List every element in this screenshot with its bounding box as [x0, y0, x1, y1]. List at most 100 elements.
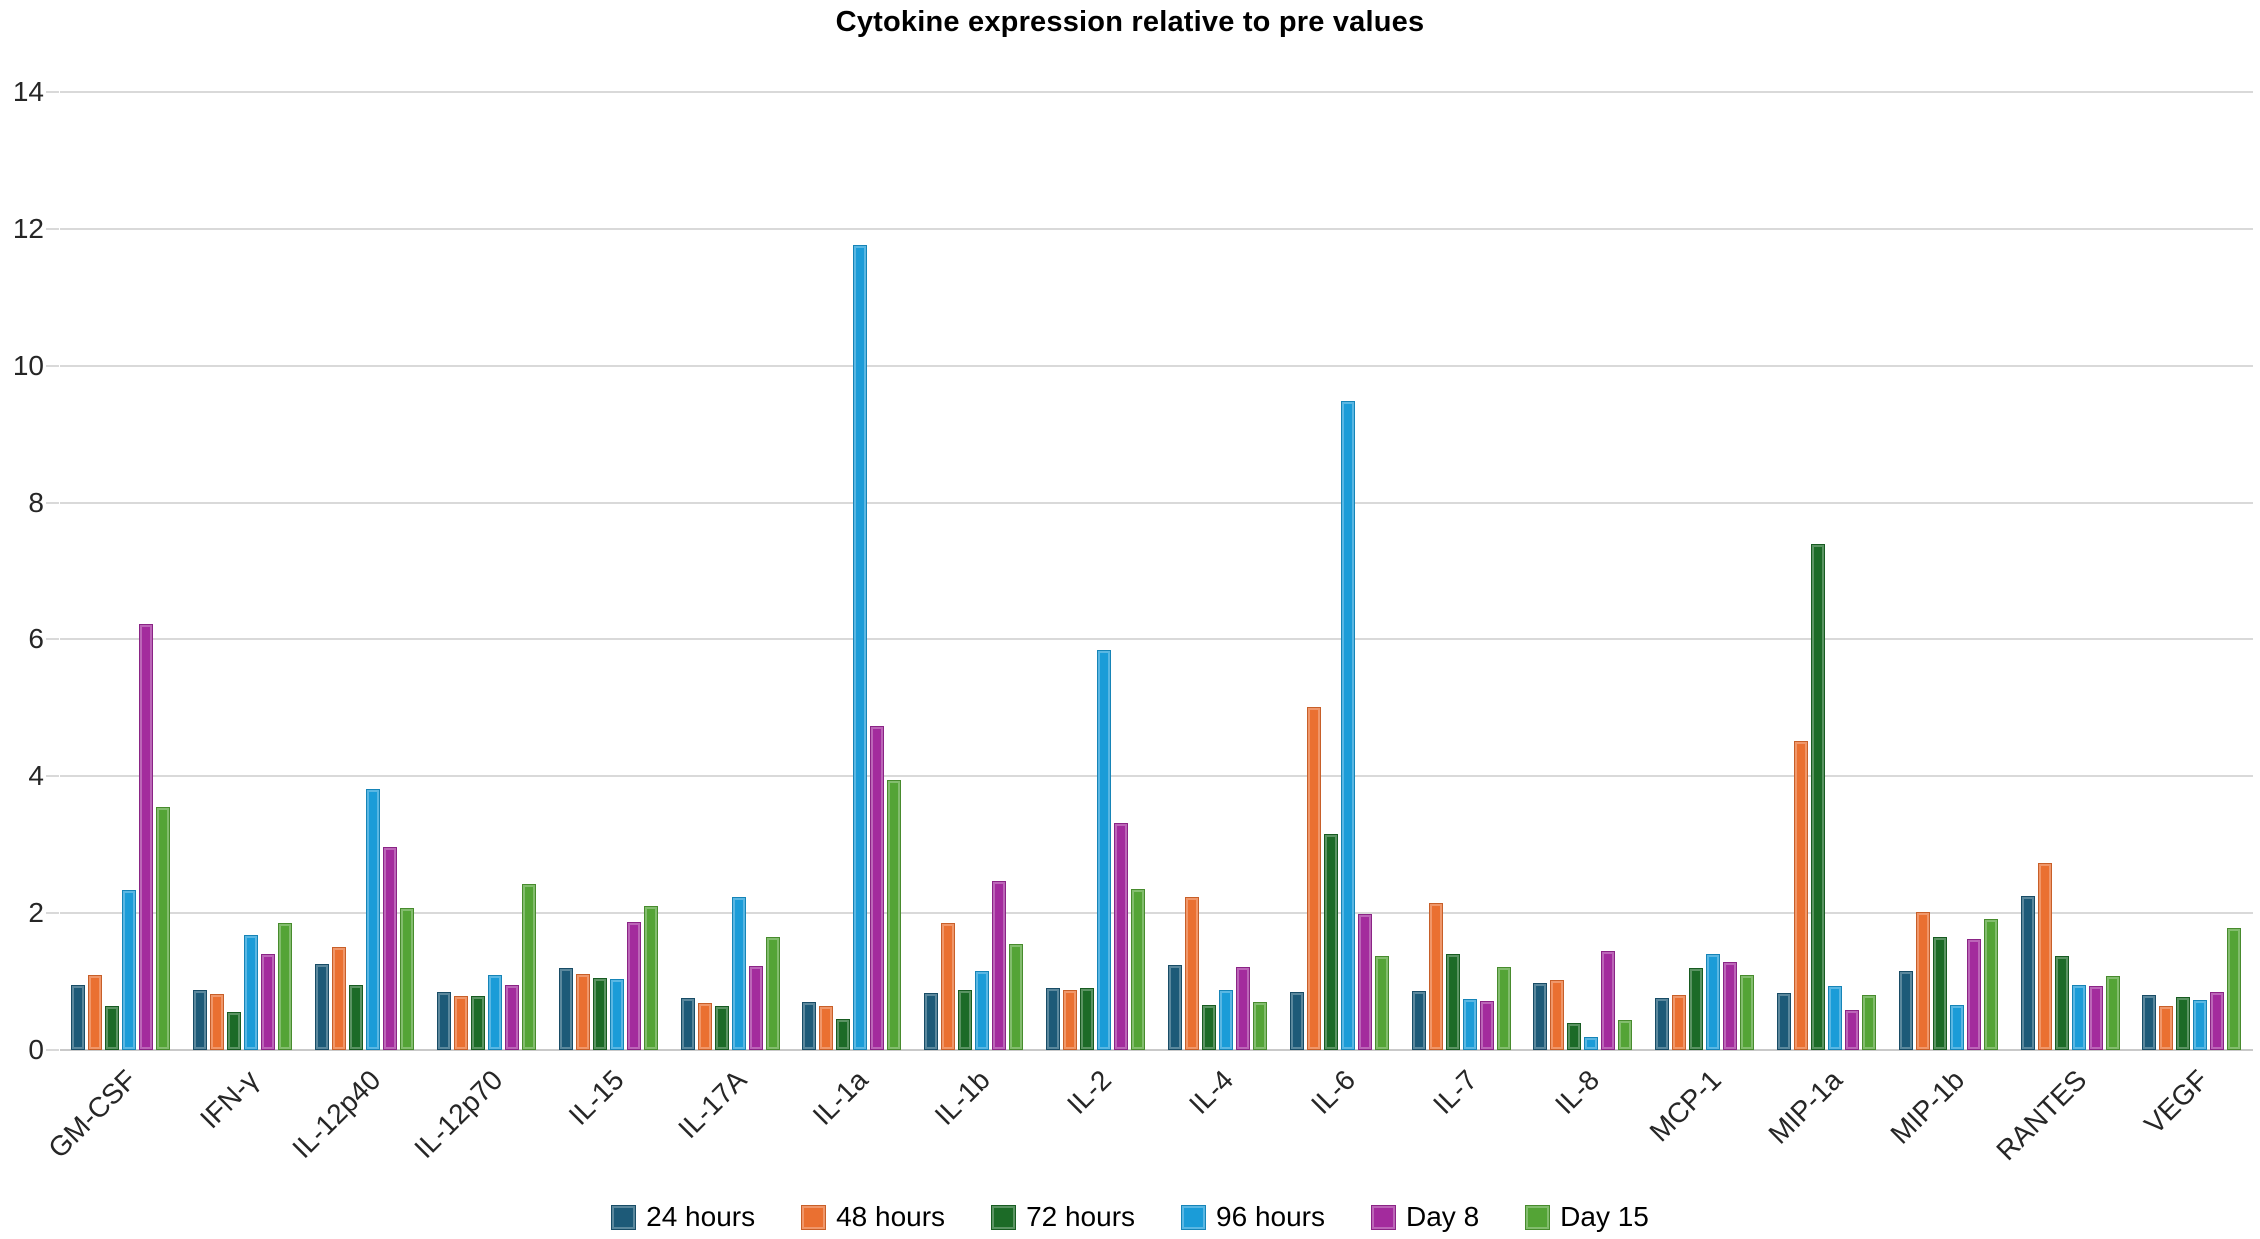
bar-IL-1b-24-hours — [924, 992, 939, 1050]
bar-IL-1b-Day-8 — [992, 880, 1007, 1050]
legend-item-48-hours: 48 hours — [801, 1201, 945, 1233]
x-axis-label-MIP-1a: MIP-1a — [1762, 1064, 1849, 1150]
x-axis-label-RANTES: RANTES — [1989, 1064, 2093, 1167]
bar-group-IL-7: IL-7 — [1400, 92, 1522, 1120]
bar-RANTES-24-hours — [2020, 896, 2035, 1050]
bar-IL-6-72-hours — [1323, 834, 1338, 1050]
bar-IL-6-96-hours — [1340, 400, 1355, 1050]
bar-IL-2-Day-8 — [1114, 822, 1129, 1050]
bar-MIP-1a-24-hours — [1777, 992, 1791, 1050]
legend-label: Day 8 — [1406, 1201, 1480, 1232]
legend: 24 hours 48 hours 72 hours 96 hours Day 8 Day… — [0, 1201, 2260, 1233]
y-axis-label-6: 6 — [28, 623, 44, 655]
bar-IL-17A-48-hours — [697, 1002, 712, 1050]
x-axis-label-IL-8: IL-8 — [1548, 1064, 1605, 1121]
bar-IL-7-96-hours — [1462, 999, 1477, 1050]
x-axis-label-IL-1b: IL-1b — [928, 1064, 996, 1132]
x-axis-label-IL-1a: IL-1a — [806, 1064, 874, 1132]
bar-MIP-1b-96-hours — [1949, 1004, 1964, 1050]
bar-IL-12p40-96-hours — [366, 789, 381, 1050]
gridline-4 — [60, 775, 2253, 778]
bar-MCP-1-Day-8 — [1723, 962, 1738, 1050]
bar-GM-CSF-24-hours — [71, 985, 86, 1050]
bar-IL-4-Day-8 — [1235, 966, 1250, 1050]
legend-swatch-icon — [1371, 1204, 1396, 1230]
x-axis-label-VEGF: VEGF — [2138, 1064, 2214, 1140]
bar-IL-2-96-hours — [1097, 650, 1112, 1050]
x-axis-label-IL-2: IL-2 — [1061, 1064, 1118, 1121]
bar-group-IL-17A: IL-17A — [669, 92, 791, 1144]
bar-groups: GM-CSF IFN-γ IL-12p40 IL-12p70 IL-15 IL-17A IL… — [43, 92, 2253, 1166]
bar-MIP-1a-Day-15 — [1862, 995, 1876, 1050]
legend-item-96-hours: 96 hours — [1181, 1201, 1325, 1233]
x-axis-label-MIP-1b: MIP-1b — [1884, 1064, 1971, 1150]
legend-label: Day 15 — [1560, 1201, 1649, 1232]
bar-RANTES-96-hours — [2071, 985, 2086, 1050]
bar-GM-CSF-72-hours — [105, 1005, 120, 1050]
bar-group-IL-4: IL-4 — [1156, 92, 1278, 1120]
bar-IL-2-24-hours — [1046, 988, 1061, 1050]
bar-MCP-1-96-hours — [1706, 953, 1721, 1050]
bar-IL-7-Day-15 — [1496, 967, 1511, 1050]
bar-group-IL-15: IL-15 — [547, 92, 669, 1131]
bar-IL-12p70-72-hours — [470, 995, 485, 1050]
bar-MIP-1a-72-hours — [1811, 543, 1825, 1050]
bar-IL-1b-48-hours — [941, 922, 956, 1050]
bar-IL-12p70-Day-8 — [504, 985, 519, 1050]
bar-MIP-1a-Day-8 — [1845, 1010, 1859, 1050]
bar-group-MCP-1: MCP-1 — [1643, 92, 1766, 1148]
x-axis-label-MCP-1: MCP-1 — [1643, 1064, 1727, 1148]
x-axis-label-IL-15: IL-15 — [563, 1064, 631, 1132]
legend-label: 96 hours — [1216, 1201, 1325, 1232]
bar-IL-8-96-hours — [1584, 1037, 1599, 1050]
gridline-0 — [60, 1049, 2253, 1051]
bar-IL-1b-96-hours — [975, 971, 990, 1050]
bar-IL-1a-96-hours — [853, 245, 868, 1050]
bar-IL-2-48-hours — [1063, 989, 1078, 1050]
bar-IL-15-48-hours — [575, 974, 590, 1050]
bar-group-IL-1b: IL-1b — [913, 92, 1035, 1131]
bar-group-IFN-γ: IFN-γ — [182, 92, 304, 1134]
bar-IL-17A-96-hours — [731, 896, 746, 1050]
bar-MCP-1-72-hours — [1689, 967, 1704, 1050]
gridline-14 — [60, 91, 2253, 93]
bar-IL-12p40-48-hours — [332, 947, 347, 1050]
bar-RANTES-Day-8 — [2088, 986, 2103, 1050]
bar-GM-CSF-Day-8 — [139, 624, 154, 1050]
bar-IL-8-Day-8 — [1601, 950, 1616, 1050]
bar-MCP-1-24-hours — [1655, 998, 1670, 1050]
bar-MIP-1a-48-hours — [1794, 740, 1808, 1050]
chart-title: Cytokine expression relative to pre valu… — [835, 6, 1425, 38]
bar-IL-17A-Day-15 — [765, 937, 780, 1050]
y-tick-mark-14 — [46, 91, 59, 93]
y-axis-label-14: 14 — [12, 76, 44, 107]
legend-swatch-icon — [801, 1204, 827, 1230]
bar-VEGF-96-hours — [2193, 1000, 2208, 1050]
x-axis-label-IFN-γ: IFN-γ — [194, 1064, 265, 1135]
legend-item-72-hours: 72 hours — [991, 1201, 1135, 1233]
bar-VEGF-48-hours — [2159, 1005, 2174, 1050]
bar-IL-4-72-hours — [1201, 1004, 1216, 1050]
bar-IL-4-Day-15 — [1252, 1002, 1267, 1050]
bar-group-IL-6: IL-6 — [1278, 92, 1400, 1120]
bar-VEGF-24-hours — [2142, 995, 2157, 1050]
bar-IL-15-Day-8 — [626, 922, 641, 1050]
bar-IL-12p40-24-hours — [315, 964, 330, 1050]
y-tick-mark-2 — [46, 912, 59, 915]
y-tick-mark-6 — [46, 638, 59, 641]
y-tick-mark-4 — [46, 775, 59, 778]
bar-group-IL-12p70: IL-12p70 — [408, 92, 547, 1164]
bar-IL-2-Day-15 — [1131, 889, 1146, 1050]
bar-IL-12p40-Day-8 — [383, 847, 398, 1050]
bar-GM-CSF-Day-15 — [156, 807, 171, 1050]
bar-IL-12p70-48-hours — [453, 995, 468, 1050]
bar-RANTES-Day-15 — [2105, 976, 2120, 1050]
bar-IL-6-Day-8 — [1357, 913, 1372, 1050]
bar-group-VEGF: VEGF — [2131, 92, 2253, 1140]
bar-IL-12p70-96-hours — [487, 974, 502, 1050]
bar-MIP-1a-96-hours — [1828, 986, 1842, 1050]
x-axis-label-IL-7: IL-7 — [1426, 1064, 1483, 1121]
bar-IL-1a-Day-15 — [887, 780, 902, 1050]
bar-VEGF-72-hours — [2176, 997, 2191, 1050]
legend-swatch-icon — [1181, 1204, 1207, 1230]
